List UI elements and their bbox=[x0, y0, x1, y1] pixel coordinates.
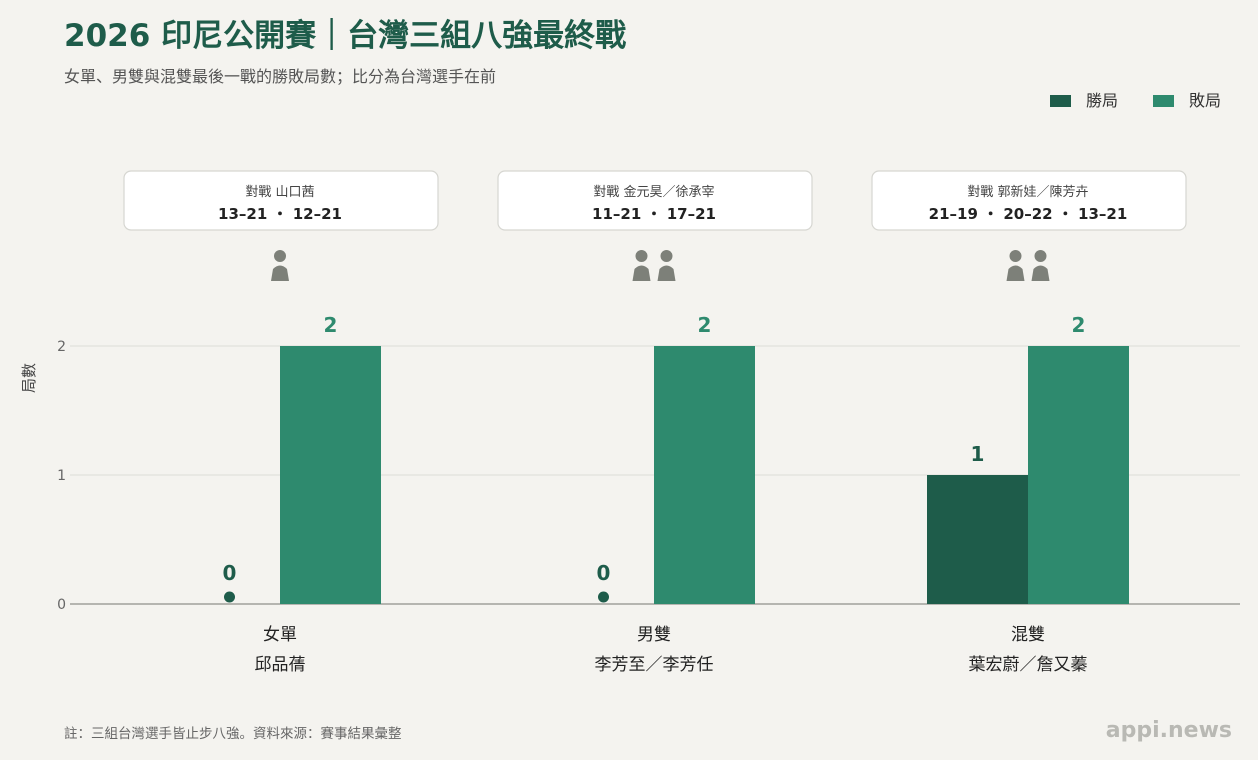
bar bbox=[280, 346, 381, 604]
match-card-scores: 13–21 ・ 12–21 bbox=[218, 205, 342, 223]
legend-swatch-win bbox=[1050, 95, 1071, 107]
value-labels: 0 2 0 2 1 2 bbox=[223, 313, 1086, 585]
y-tick-label: 1 bbox=[57, 468, 66, 484]
y-tick-label: 2 bbox=[57, 339, 66, 355]
value-label: 2 bbox=[324, 313, 338, 337]
category-event-label: 男雙 bbox=[637, 625, 671, 645]
match-card: 對戰 山口茜 13–21 ・ 12–21 bbox=[123, 170, 439, 231]
match-card-opponent: 對戰 郭新娃／陳芳卉 bbox=[967, 184, 1088, 200]
match-card-opponent: 對戰 金元昊／徐承宰 bbox=[593, 184, 714, 200]
person-icon bbox=[1031, 250, 1050, 281]
match-card-scores: 11–21 ・ 17–21 bbox=[592, 205, 716, 223]
legend-label-win: 勝局 bbox=[1086, 91, 1118, 110]
player-icons bbox=[271, 250, 1050, 281]
bar bbox=[927, 475, 1028, 604]
value-label: 1 bbox=[971, 442, 985, 466]
bar bbox=[1028, 346, 1129, 604]
legend-swatch-loss bbox=[1153, 95, 1174, 107]
legend: 勝局 敗局 bbox=[1050, 91, 1221, 110]
chart-title: 2026 印尼公開賽｜台灣三組八強最終戰 bbox=[64, 18, 626, 54]
y-ticks: 0 1 2 bbox=[57, 339, 66, 613]
match-card-scores: 21–19 ・ 20–22 ・ 13–21 bbox=[929, 205, 1128, 223]
match-card-opponent: 對戰 山口茜 bbox=[245, 185, 314, 200]
footnote: 註：三組台灣選手皆止步八強。資料來源：賽事結果彙整 bbox=[64, 725, 402, 742]
person-icon bbox=[632, 250, 651, 281]
brand-logo: appi.news bbox=[1106, 718, 1232, 743]
match-card: 對戰 金元昊／徐承宰 11–21 ・ 17–21 bbox=[497, 170, 813, 231]
person-icon bbox=[1006, 250, 1025, 281]
match-card-box bbox=[497, 170, 813, 231]
chart-subtitle: 女單、男雙與混雙最後一戰的勝敗局數；比分為台灣選手在前 bbox=[64, 67, 496, 86]
match-cards: 對戰 山口茜 13–21 ・ 12–21 對戰 金元昊／徐承宰 11–21 ・ 17–… bbox=[123, 170, 1187, 231]
zero-marker bbox=[598, 591, 609, 603]
match-card-box bbox=[871, 170, 1187, 231]
category-players-label: 葉宏蔚／詹又蓁 bbox=[969, 655, 1088, 675]
category-players-label: 李芳至／李芳任 bbox=[595, 655, 714, 675]
y-tick-label: 0 bbox=[57, 597, 66, 613]
y-axis-label: 局數 bbox=[20, 363, 38, 393]
zero-marker bbox=[224, 591, 235, 603]
person-icon bbox=[657, 250, 676, 281]
bars bbox=[224, 346, 1129, 604]
value-label: 0 bbox=[597, 561, 611, 585]
value-label: 2 bbox=[1072, 313, 1086, 337]
match-card: 對戰 郭新娃／陳芳卉 21–19 ・ 20–22 ・ 13–21 bbox=[871, 170, 1187, 231]
value-label: 2 bbox=[698, 313, 712, 337]
value-label: 0 bbox=[223, 561, 237, 585]
category-players-label: 邱品蒨 bbox=[255, 655, 306, 675]
match-card-box bbox=[123, 170, 439, 231]
person-icon bbox=[271, 250, 289, 281]
category-event-label: 女單 bbox=[263, 625, 297, 645]
bar bbox=[654, 346, 755, 604]
legend-label-loss: 敗局 bbox=[1189, 91, 1221, 110]
category-event-label: 混雙 bbox=[1011, 625, 1045, 645]
